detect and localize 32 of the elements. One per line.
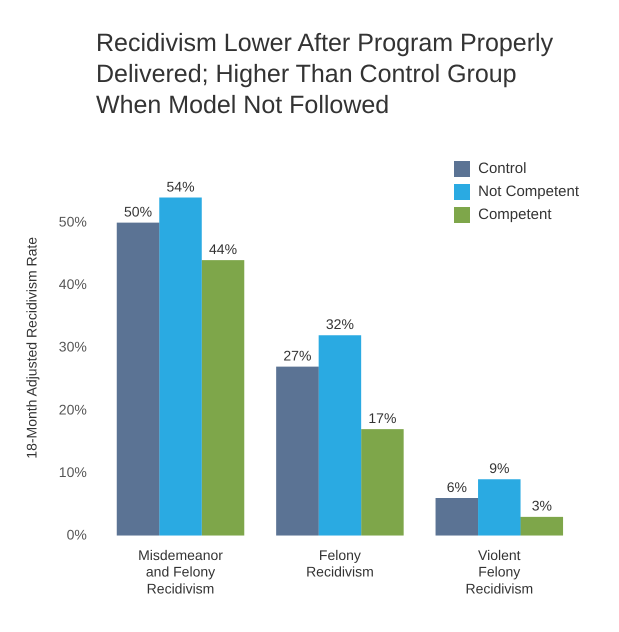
bar <box>318 335 362 536</box>
y-tick-label: 50% <box>58 213 87 230</box>
y-tick-label: 20% <box>58 401 87 418</box>
bar <box>276 366 319 536</box>
bar <box>436 498 478 536</box>
legend-label: Not Competent <box>478 183 579 200</box>
data-label: 32% <box>326 316 354 332</box>
data-label: 9% <box>489 460 510 476</box>
bar <box>520 516 564 536</box>
legend-label: Control <box>478 160 526 177</box>
data-label: 27% <box>283 347 312 364</box>
data-label: 3% <box>532 498 552 514</box>
data-label: 6% <box>446 478 467 495</box>
bar <box>478 479 521 536</box>
x-tick-label: Misdemeanor and Felony Recidivism <box>138 546 224 596</box>
y-tick-label: 40% <box>58 276 87 292</box>
y-tick-label: 0% <box>66 526 87 542</box>
data-label: 50% <box>124 203 152 220</box>
data-label: 44% <box>209 241 238 258</box>
bar <box>159 198 202 536</box>
x-tick-label: Felony Recidivism <box>306 546 374 580</box>
y-tick-label: 30% <box>58 338 87 355</box>
bar <box>202 260 244 536</box>
chart-title: Recidivism Lower After Program Properly Delivered; Higher Than Control Group When Model Not Followed <box>96 28 554 121</box>
data-label: 54% <box>166 178 195 194</box>
legend-label: Competent <box>478 206 552 223</box>
data-label: 17% <box>368 410 396 426</box>
bar <box>116 222 160 536</box>
y-tick-label: 10% <box>58 464 87 480</box>
bar <box>361 429 404 536</box>
y-axis-title: 18-Month Adjusted Recidivism Rate <box>23 236 40 459</box>
x-tick-label: Violent Felony Recidivism <box>465 546 534 596</box>
